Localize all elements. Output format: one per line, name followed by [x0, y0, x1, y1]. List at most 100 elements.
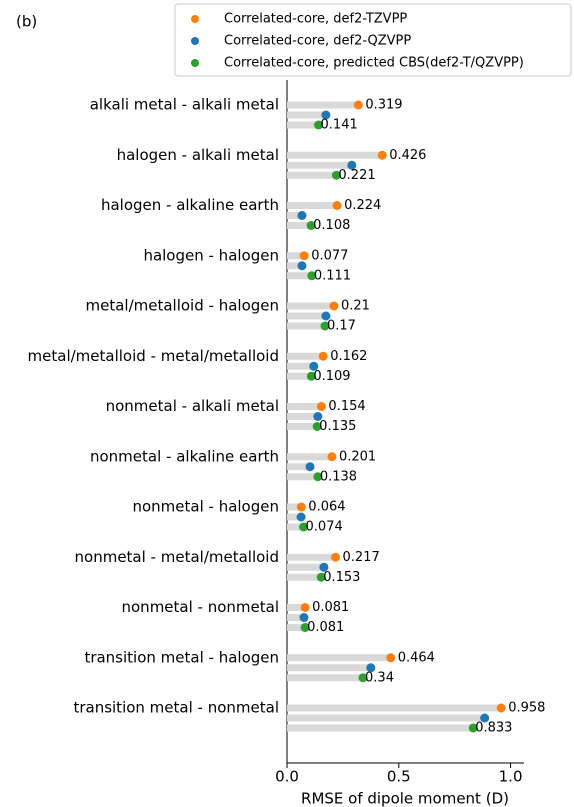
y-tick-label: transition metal - nonmetal [73, 699, 279, 717]
y-tick-label: nonmetal - alkaline earth [90, 447, 279, 465]
bar [287, 553, 336, 561]
data-label: 0.958 [508, 701, 545, 716]
bar [287, 171, 337, 179]
legend-marker [191, 37, 199, 45]
bar [287, 704, 502, 712]
dot [318, 351, 328, 361]
dot [306, 371, 316, 381]
y-tick-label: alkali metal - alkali metal [90, 96, 279, 114]
x-tick-label: 0.5 [387, 768, 411, 786]
dot [331, 552, 341, 562]
data-label: 0.074 [306, 520, 343, 535]
bar [287, 654, 391, 662]
bar [287, 423, 318, 430]
legend-label: Correlated-core, def2-TZVPP [224, 12, 407, 27]
data-label: 0.138 [320, 469, 357, 484]
dot [296, 502, 306, 512]
bar [287, 724, 474, 732]
y-tick-label: halogen - alkali metal [117, 146, 279, 164]
dot [316, 572, 326, 582]
bar [287, 161, 352, 169]
bar [287, 604, 306, 611]
data-label: 0.221 [338, 168, 375, 183]
dot [299, 251, 309, 261]
bar [287, 473, 318, 481]
data-label: 0.081 [307, 620, 344, 635]
bar [287, 413, 318, 420]
data-label: 0.224 [344, 198, 381, 213]
dot [316, 402, 326, 411]
data-label: 0.109 [313, 369, 350, 384]
data-label: 0.319 [365, 98, 402, 113]
data-label: 0.064 [308, 500, 345, 515]
data-label: 0.17 [327, 319, 356, 334]
dot [313, 472, 323, 482]
x-axis-label: RMSE of dipole moment (D) [301, 790, 509, 807]
bar [287, 352, 324, 360]
data-label: 0.154 [328, 399, 365, 414]
bar [287, 674, 364, 682]
bar [287, 624, 306, 631]
bar [287, 503, 302, 511]
x-tick-label: 0.0 [275, 768, 299, 786]
dot [331, 170, 341, 180]
dot [313, 412, 323, 421]
legend-marker [191, 15, 199, 23]
dot [312, 422, 322, 431]
data-label: 0.141 [321, 118, 358, 133]
legend-label: Correlated-core, predicted CBS(def2-T/QZ… [224, 56, 524, 71]
data-label: 0.426 [389, 148, 426, 163]
legend-box [174, 3, 572, 77]
bar [287, 523, 304, 531]
dot [358, 673, 368, 683]
y-tick-label: metal/metalloid - metal/metalloid [28, 347, 279, 365]
bar [287, 573, 322, 581]
bar [287, 121, 319, 129]
x-tick-label: 1.0 [499, 768, 523, 786]
dot [296, 512, 306, 522]
annotation: (b) [16, 13, 37, 31]
data-label: 0.21 [341, 299, 370, 314]
bar [287, 403, 322, 410]
bar [287, 664, 371, 672]
data-label: 0.201 [339, 449, 376, 464]
data-label: 0.833 [475, 721, 512, 736]
data-label: 0.34 [365, 670, 394, 685]
dot [300, 603, 310, 612]
bar [287, 222, 312, 229]
data-label: 0.111 [314, 268, 351, 283]
dot [314, 120, 324, 130]
bar [287, 513, 302, 521]
y-tick-label: nonmetal - nonmetal [122, 598, 280, 616]
bar [287, 322, 326, 330]
bar [287, 252, 305, 260]
bar [287, 312, 326, 320]
dot [309, 361, 319, 371]
dot [377, 150, 387, 160]
dot [332, 201, 342, 210]
dot [366, 663, 376, 673]
data-label: 0.081 [312, 600, 349, 615]
dot [321, 110, 331, 120]
dot [386, 653, 396, 663]
bar [287, 111, 326, 119]
dot [300, 623, 310, 632]
bar [287, 453, 332, 461]
data-label: 0.135 [319, 419, 356, 434]
legend-label: Correlated-core, def2-QZVPP [224, 34, 411, 49]
bar [287, 563, 324, 571]
bar [287, 362, 314, 370]
data-label: 0.108 [313, 218, 350, 233]
bar [287, 202, 338, 209]
y-tick-label: halogen - halogen [143, 246, 279, 264]
dot [319, 562, 329, 572]
data-label: 0.153 [323, 570, 360, 585]
bar [287, 151, 383, 159]
dot [329, 301, 339, 311]
legend-marker [191, 59, 199, 67]
dot [307, 271, 317, 281]
bar [287, 101, 359, 109]
y-tick-label: halogen - alkaline earth [101, 196, 279, 214]
dot [327, 452, 337, 462]
